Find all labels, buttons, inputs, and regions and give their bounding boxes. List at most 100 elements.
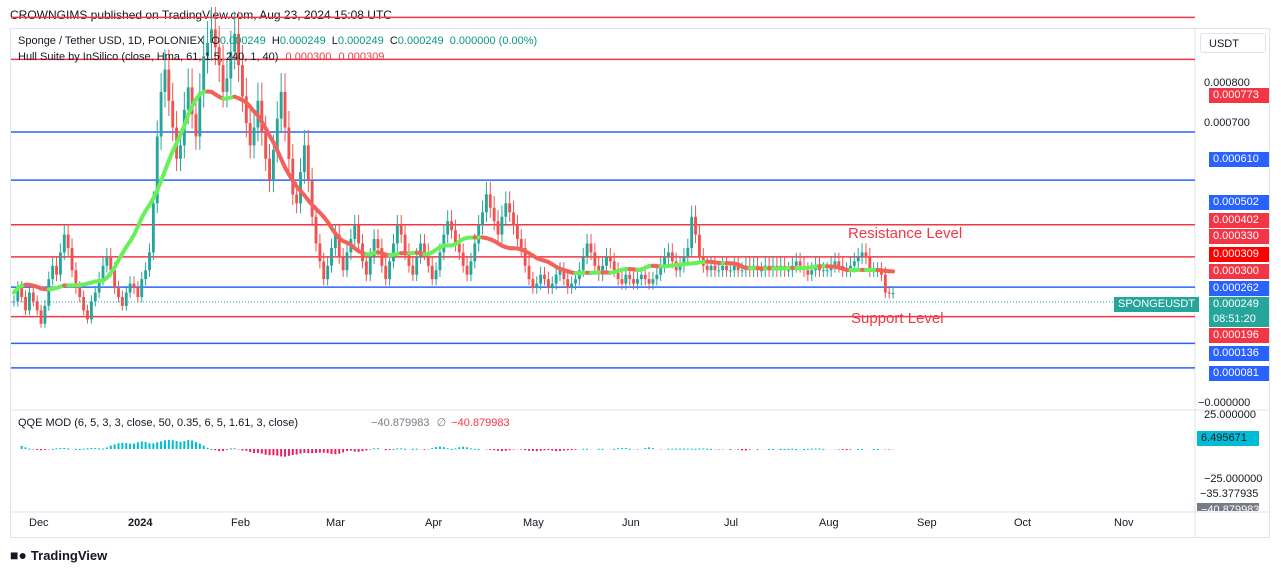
candle: [523, 247, 527, 266]
candle: [620, 279, 624, 284]
qqe-bar: [466, 447, 469, 449]
candle: [651, 279, 655, 284]
candle: [562, 270, 566, 280]
candle: [318, 243, 322, 262]
qqe-bar: [179, 441, 182, 449]
qqe-bar: [67, 448, 70, 450]
candle: [159, 91, 163, 137]
price-box-0: 0.000773: [1209, 88, 1269, 103]
qqe-bar: [857, 448, 860, 450]
qqe-bar: [24, 447, 27, 449]
candle: [51, 265, 55, 280]
candle: [337, 234, 341, 257]
qqe-bar: [582, 448, 585, 450]
qqe-bar: [148, 443, 151, 449]
time-tick: Oct: [1014, 517, 1032, 529]
candle: [504, 203, 508, 217]
time-tick: May: [523, 517, 544, 529]
candle: [86, 310, 89, 320]
candle: [481, 212, 484, 226]
candle: [233, 33, 237, 52]
candle: [527, 265, 531, 280]
candle: [663, 256, 667, 266]
candle: [574, 279, 577, 284]
qqe-bar: [694, 448, 697, 450]
qqe-bar: [287, 449, 290, 456]
candle: [221, 65, 225, 92]
qqe-bar: [175, 441, 178, 449]
candle: [833, 261, 837, 266]
qqe-legend: QQE MOD (6, 5, 3, 3, close, 50, 0.35, 6,…: [18, 417, 510, 429]
candle: [31, 292, 35, 302]
candle: [407, 252, 411, 266]
candle: [66, 234, 70, 248]
candle: [605, 256, 608, 266]
candle: [35, 301, 39, 311]
candle: [825, 270, 829, 272]
qqe-bar: [772, 449, 775, 450]
qqe-bar: [675, 448, 678, 450]
qqe-bar: [438, 446, 441, 449]
qqe-bar: [90, 448, 93, 450]
candle: [659, 265, 663, 275]
candle: [519, 239, 523, 248]
qqe-bar: [202, 445, 205, 449]
qqe-bar: [861, 448, 864, 450]
tradingview-logo-icon: ■●: [10, 547, 27, 563]
price-box-2: 0.000502: [1209, 195, 1269, 210]
qqe-bar: [256, 449, 259, 453]
candle: [136, 288, 140, 297]
candle: [717, 270, 721, 272]
currency-button[interactable]: USDT: [1200, 33, 1266, 53]
qqe-bar: [450, 448, 453, 450]
candle: [190, 87, 194, 115]
qqe-bar: [845, 449, 848, 451]
candle: [593, 252, 597, 266]
candle: [403, 234, 407, 253]
qqe-bar: [342, 449, 345, 453]
candle: [515, 225, 519, 240]
candle: [678, 265, 682, 271]
price-box-7: 0.000262: [1209, 281, 1269, 296]
qqe-bar: [806, 448, 809, 450]
price-box-12: 0.000081: [1209, 366, 1269, 381]
qqe-bar: [253, 449, 256, 454]
candle: [97, 279, 101, 293]
qqe-bar: [810, 448, 813, 450]
qqe-bar: [462, 446, 465, 449]
candle: [299, 172, 302, 204]
candle: [732, 265, 736, 271]
candle: [477, 225, 481, 244]
qqe-bar: [756, 449, 759, 450]
candle: [450, 221, 453, 231]
candle: [388, 261, 392, 280]
candle: [690, 216, 694, 248]
qqe-bar: [628, 448, 631, 450]
candle: [601, 265, 605, 275]
candle: [264, 132, 268, 159]
qqe-bar: [802, 449, 805, 450]
tradingview-brand[interactable]: ■● TradingView: [10, 547, 108, 563]
qqe-bar: [160, 441, 163, 449]
candle: [82, 296, 86, 311]
qqe-bar: [109, 445, 112, 449]
qqe-bar: [768, 448, 771, 450]
qqe-bar: [280, 449, 283, 457]
qqe-bar: [489, 449, 492, 450]
qqe-tick: 25.000000: [1204, 409, 1256, 421]
qqe-bar: [841, 449, 844, 450]
candle: [454, 230, 457, 244]
candle: [198, 91, 202, 137]
qqe-bar: [651, 448, 654, 450]
time-tick: 2024: [128, 517, 153, 529]
qqe-bar: [357, 449, 360, 452]
candle: [140, 279, 144, 297]
candle: [554, 274, 558, 284]
candle: [225, 78, 229, 92]
candle: [469, 261, 473, 275]
qqe-bar: [539, 449, 542, 451]
candle: [27, 292, 31, 311]
candle: [438, 252, 442, 271]
candle: [682, 256, 686, 266]
